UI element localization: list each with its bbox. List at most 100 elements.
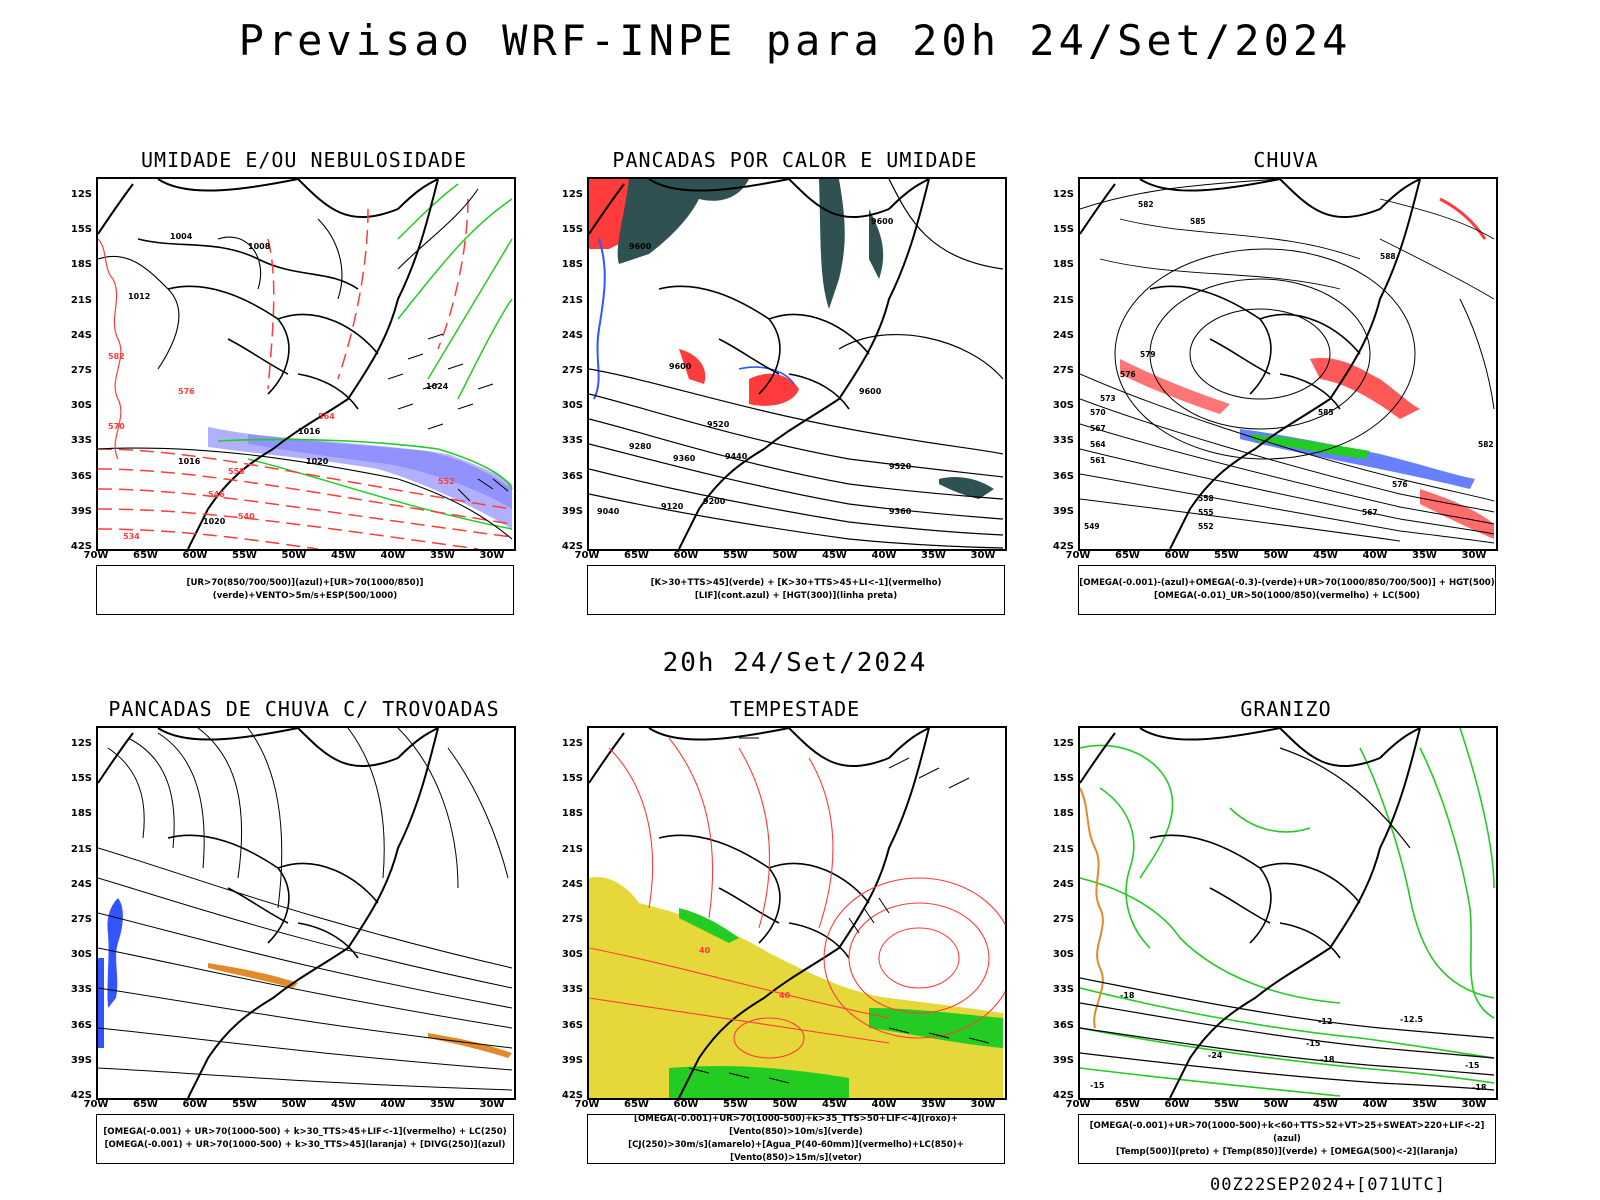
hgt300-labels: 9600 9600 9600 9520 9440 9360 9280 9200 … bbox=[597, 217, 912, 516]
lon-label: 55W bbox=[1214, 1099, 1239, 1110]
lat-label: 36S bbox=[1052, 1019, 1074, 1031]
lon-label: 55W bbox=[232, 550, 257, 561]
lat-label: 21S bbox=[561, 843, 583, 855]
lon-label: 30W bbox=[479, 1099, 505, 1110]
lon-label: 60W bbox=[182, 1099, 208, 1110]
lat-label: 30S bbox=[70, 400, 92, 412]
legend-umidade: [UR>70(850/700/500)](azul)+[UR>70(1000/8… bbox=[96, 565, 514, 615]
lon-label: 30W bbox=[970, 1099, 996, 1110]
lon-label: 60W bbox=[673, 1099, 699, 1110]
label-9200: 9200 bbox=[703, 497, 726, 506]
lon-label: 55W bbox=[723, 1099, 748, 1110]
label-1012: 1012 bbox=[128, 292, 150, 301]
label-582: 582 bbox=[1138, 200, 1154, 209]
legend-chuva-line-1: [OMEGA(-0.001)-(azul)+OMEGA(-0.3)-(verde… bbox=[1079, 578, 1495, 588]
thickness-contours bbox=[98, 198, 513, 549]
orange-area bbox=[208, 963, 298, 988]
panel-title-trovoadas: PANCADAS DE CHUVA C/ TROVOADAS bbox=[108, 697, 500, 721]
label-9280: 9280 bbox=[629, 442, 652, 451]
map-tempestade-svg: 40 40 bbox=[589, 728, 1005, 1098]
lat-label: 15S bbox=[1052, 224, 1074, 236]
lon-label: 70W bbox=[83, 1099, 109, 1110]
lon-label: 40W bbox=[871, 1099, 897, 1110]
lat-label: 36S bbox=[1052, 470, 1074, 482]
lon-label: 35W bbox=[1412, 1099, 1437, 1110]
lat-label: 36S bbox=[70, 1019, 92, 1031]
lat-label: 42S bbox=[70, 541, 92, 552]
lon-label: 55W bbox=[723, 550, 748, 561]
map-pancadas-calor: 9600 9600 9600 9520 9440 9360 9280 9200 … bbox=[587, 177, 1007, 551]
label-9600b: 9600 bbox=[629, 242, 652, 251]
label-m24: -24 bbox=[1208, 1051, 1223, 1060]
panel-title-granizo: GRANIZO bbox=[1240, 697, 1332, 721]
label-564: 564 bbox=[1090, 440, 1106, 449]
label-9520a: 9520 bbox=[707, 420, 730, 429]
lon-label: 50W bbox=[772, 1099, 798, 1110]
lat-label: 27S bbox=[70, 914, 92, 925]
main-title: Previsao WRF-INPE para 20h 24/Set/2024 bbox=[238, 16, 1352, 65]
label-m18c: -18 bbox=[1472, 1083, 1487, 1092]
lon-label: 50W bbox=[1263, 1099, 1289, 1110]
omega-green-area bbox=[1250, 434, 1370, 459]
label-1016: 1016 bbox=[298, 427, 321, 436]
lat-label: 36S bbox=[561, 1019, 583, 1031]
lon-label: 40W bbox=[1362, 550, 1388, 561]
lat-label: 39S bbox=[1052, 1054, 1074, 1066]
lat-label: 15S bbox=[70, 773, 92, 785]
lon-label: 40W bbox=[380, 1099, 406, 1110]
label-570: 570 bbox=[1090, 408, 1106, 417]
legend-granizo-line-2: [Temp(500)](preto) + [Temp(850)](verde) … bbox=[1116, 1146, 1458, 1157]
run-footer: 00Z22SEP2024+[071UTC] bbox=[1210, 1175, 1446, 1195]
coastline bbox=[589, 179, 930, 549]
map-chuva-svg: 582 585 588 579 576 573 570 567 564 561 … bbox=[1080, 179, 1495, 549]
divg-blue-area bbox=[107, 898, 123, 1008]
label-558: 558 bbox=[1198, 494, 1214, 503]
isobars bbox=[98, 188, 513, 540]
label-9040: 9040 bbox=[597, 507, 620, 516]
map-trovoadas-svg bbox=[98, 728, 513, 1098]
panel-title-umidade: UMIDADE E/OU NEBULOSIDADE bbox=[140, 148, 468, 172]
lat-label: 21S bbox=[561, 294, 583, 306]
map-umidade-svg: 1004 1008 1012 1016 1020 1024 1016 1020 … bbox=[98, 179, 513, 549]
lat-label: 33S bbox=[561, 435, 583, 447]
lat-label: 18S bbox=[70, 259, 92, 271]
lat-label: 15S bbox=[1052, 773, 1074, 785]
label-9520b: 9520 bbox=[889, 462, 912, 471]
lon-label: 60W bbox=[182, 550, 208, 561]
hgt500-contours bbox=[1080, 179, 1495, 544]
label-573: 573 bbox=[1100, 394, 1116, 403]
label-540: 540 bbox=[238, 512, 255, 521]
legend-pancadas-calor-line-1: [K>30+TTS>45](verde) + [K>30+TTS>45+LI<-… bbox=[650, 578, 942, 588]
label-546: 546 bbox=[208, 490, 225, 499]
lon-label: 55W bbox=[232, 1099, 257, 1110]
label-588: 588 bbox=[1380, 252, 1396, 261]
label-1020b: 1020 bbox=[306, 457, 329, 466]
lon-label: 65W bbox=[133, 1099, 158, 1110]
lat-label: 30S bbox=[1052, 949, 1074, 961]
hgt300-contours bbox=[589, 179, 1004, 549]
lon-label: 30W bbox=[1461, 1099, 1487, 1110]
jet-yellow-area bbox=[589, 877, 1003, 1098]
lat-label: 12S bbox=[1052, 189, 1074, 200]
map-granizo: -12 -12.5 -15 -18 -24 -18 -15 -18 -15 bbox=[1078, 726, 1498, 1100]
label-582b: 582 bbox=[1478, 440, 1494, 449]
label-9600c: 9600 bbox=[669, 362, 692, 371]
omega-orange bbox=[1080, 787, 1104, 1029]
lat-label: 42S bbox=[561, 541, 583, 552]
lat-label: 24S bbox=[561, 329, 583, 341]
label-552: 552 bbox=[438, 477, 455, 486]
label-m15c: -15 bbox=[1090, 1081, 1105, 1090]
label-m12a: -12 bbox=[1318, 1017, 1332, 1026]
streamlines bbox=[98, 728, 513, 1091]
label-1004: 1004 bbox=[170, 232, 193, 241]
lon-label: 70W bbox=[1065, 1099, 1091, 1110]
lon-label: 50W bbox=[281, 550, 307, 561]
lat-label: 15S bbox=[561, 773, 583, 785]
coastline bbox=[1080, 728, 1421, 1098]
lon-label: 45W bbox=[331, 550, 356, 561]
streamline-arrows bbox=[1099, 198, 1495, 300]
label-1016b: 1016 bbox=[178, 457, 201, 466]
lon-label: 35W bbox=[430, 1099, 455, 1110]
label-579: 579 bbox=[1140, 350, 1156, 359]
temp850-contours bbox=[1080, 728, 1495, 1097]
